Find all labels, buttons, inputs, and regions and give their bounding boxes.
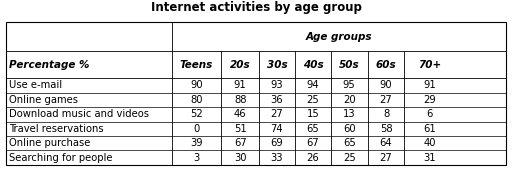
Text: 67: 67 [234, 138, 246, 148]
Text: Online purchase: Online purchase [9, 138, 91, 148]
Text: 27: 27 [271, 109, 283, 119]
Text: 88: 88 [234, 95, 246, 105]
Text: Age groups: Age groups [306, 32, 372, 41]
Text: 64: 64 [380, 138, 392, 148]
Text: 50s: 50s [339, 60, 359, 70]
Text: 93: 93 [271, 80, 283, 90]
Text: 15: 15 [307, 109, 319, 119]
Text: Percentage %: Percentage % [9, 60, 90, 70]
Text: 31: 31 [423, 153, 436, 163]
Text: 91: 91 [423, 80, 436, 90]
Text: Searching for people: Searching for people [9, 153, 113, 163]
Text: Download music and videos: Download music and videos [9, 109, 149, 119]
Text: 61: 61 [423, 124, 436, 134]
Text: 46: 46 [234, 109, 246, 119]
Text: 29: 29 [423, 95, 436, 105]
Text: 69: 69 [271, 138, 283, 148]
Text: 30s: 30s [267, 60, 287, 70]
Text: 91: 91 [234, 80, 246, 90]
Text: 0: 0 [193, 124, 200, 134]
Text: 52: 52 [190, 109, 203, 119]
Text: 25: 25 [343, 153, 355, 163]
Text: Use e-mail: Use e-mail [9, 80, 62, 90]
Text: 26: 26 [307, 153, 319, 163]
Text: 6: 6 [426, 109, 433, 119]
Text: 40: 40 [423, 138, 436, 148]
Text: 20s: 20s [230, 60, 250, 70]
Text: 33: 33 [271, 153, 283, 163]
Text: 36: 36 [271, 95, 283, 105]
Text: 3: 3 [193, 153, 200, 163]
Text: 80: 80 [190, 95, 203, 105]
Text: 60: 60 [343, 124, 355, 134]
Text: Internet activities by age group: Internet activities by age group [151, 1, 361, 14]
Text: 60s: 60s [376, 60, 396, 70]
Text: Travel reservations: Travel reservations [9, 124, 104, 134]
Text: 90: 90 [380, 80, 392, 90]
Text: 74: 74 [271, 124, 283, 134]
Text: 51: 51 [234, 124, 246, 134]
Text: 27: 27 [380, 95, 392, 105]
Text: 65: 65 [343, 138, 355, 148]
Text: 8: 8 [383, 109, 389, 119]
Bar [6, 22, 506, 165]
Text: 58: 58 [380, 124, 392, 134]
Text: 40s: 40s [303, 60, 323, 70]
Text: 30: 30 [234, 153, 246, 163]
Text: 90: 90 [190, 80, 203, 90]
Text: 27: 27 [380, 153, 392, 163]
Text: Teens: Teens [180, 60, 213, 70]
Text: 94: 94 [307, 80, 319, 90]
Text: 13: 13 [343, 109, 355, 119]
Text: 67: 67 [307, 138, 319, 148]
Text: Online games: Online games [9, 95, 78, 105]
Text: 95: 95 [343, 80, 355, 90]
Text: 39: 39 [190, 138, 203, 148]
Text: 65: 65 [307, 124, 319, 134]
Text: 70+: 70+ [418, 60, 441, 70]
Text: 25: 25 [307, 95, 319, 105]
Text: 20: 20 [343, 95, 355, 105]
